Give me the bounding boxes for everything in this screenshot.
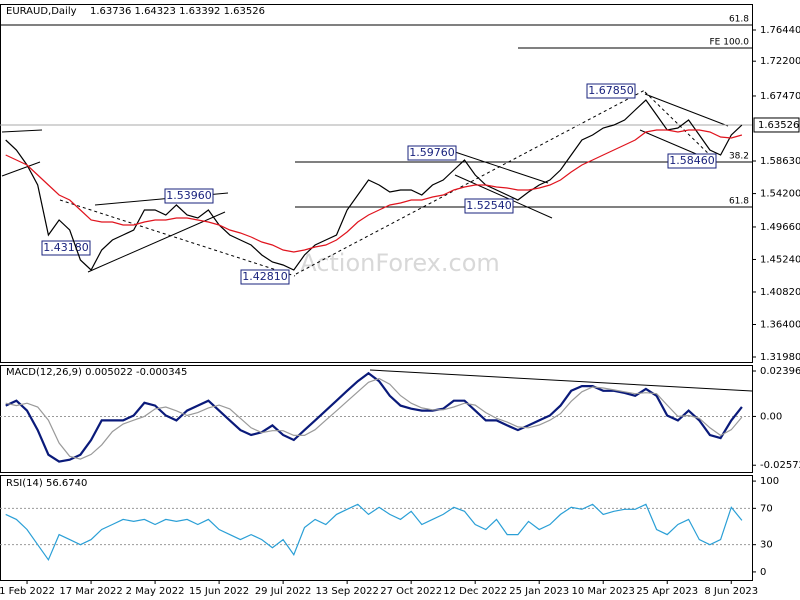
annotation: 1.59760	[409, 146, 455, 159]
watermark: ActionForex.com	[300, 249, 500, 277]
panel-frames	[0, 4, 753, 581]
annotation: 1.67850	[588, 84, 634, 97]
y-tick-label: 1.54200	[760, 189, 800, 200]
annotation-box	[586, 83, 636, 99]
y-tick-label: 1.76440	[760, 25, 800, 36]
fib-label: 38.2	[729, 152, 749, 162]
x-tick-label: 13 Sep 2022	[315, 586, 378, 597]
fib-label: FE 100.0	[710, 38, 750, 48]
annotation-box	[667, 153, 717, 169]
y-tick-label: 1.58630	[760, 156, 800, 167]
x-tick-label: 17 Mar 2022	[59, 586, 122, 597]
x-tick-label: 25 Apr 2023	[636, 586, 698, 597]
annotation: 1.42810	[242, 270, 288, 283]
chart-title: EURAUD,Daily	[6, 6, 77, 17]
y-tick-label: 100	[760, 476, 779, 487]
fib-label: 61.8	[729, 196, 749, 206]
rsi-title: RSI(14) 56.6740	[6, 478, 87, 489]
y-tick-label: 1.36400	[760, 319, 800, 330]
x-tick-label: 10 Mar 2023	[572, 586, 635, 597]
y-tick-label: 1.31980	[760, 352, 800, 363]
x-tick-label: 1 Feb 2022	[0, 586, 55, 597]
x-tick-label: 8 Jun 2023	[704, 586, 758, 597]
x-tick-label: 2 May 2022	[126, 586, 185, 597]
series-line	[5, 99, 743, 271]
y-tick-label: 1.72200	[760, 56, 800, 67]
annotation: 1.53960	[166, 189, 212, 202]
annotation: 1.43180	[43, 241, 89, 254]
annotation-box	[240, 269, 290, 285]
fib-label: 61.8	[729, 15, 749, 25]
annotation: 1.52540	[466, 199, 512, 212]
y-tick-label: 70	[760, 503, 773, 514]
x-tick-label: 15 Jun 2022	[189, 586, 249, 597]
annotation-box	[407, 145, 457, 161]
y-tick-label: 1.49660	[760, 222, 800, 233]
y-tick-label: 1.45240	[760, 254, 800, 265]
y-tick-label: 0.00	[760, 411, 782, 422]
y-tick-label: -0.025726	[760, 460, 800, 471]
x-tick-label: 29 Jul 2022	[255, 586, 312, 597]
y-tick-label: 1.40820	[760, 287, 800, 298]
series-line	[5, 129, 743, 253]
x-tick-label: 25 Jan 2023	[509, 586, 569, 597]
series-line	[5, 377, 743, 460]
y-tick-label: 0.023963	[760, 366, 800, 377]
annotation-box	[464, 198, 514, 214]
annotation: 1.58460	[669, 154, 715, 167]
macd-title: MACD(12,26,9) 0.005022 -0.000345	[6, 367, 187, 378]
annotation-box	[164, 188, 214, 204]
y-tick-label: 1.67470	[760, 91, 800, 102]
series-line	[5, 371, 743, 463]
x-tick-label: 12 Dec 2022	[443, 586, 507, 597]
y-tick-label: 30	[760, 540, 773, 551]
current-price-label: 1.63526	[758, 120, 799, 131]
y-tick-label: 0	[760, 567, 766, 578]
series-line	[5, 503, 743, 562]
ohlc-text: 1.63736 1.64323 1.63392 1.63526	[90, 6, 265, 17]
current-price-box	[753, 117, 800, 133]
x-tick-label: 27 Oct 2022	[380, 586, 442, 597]
